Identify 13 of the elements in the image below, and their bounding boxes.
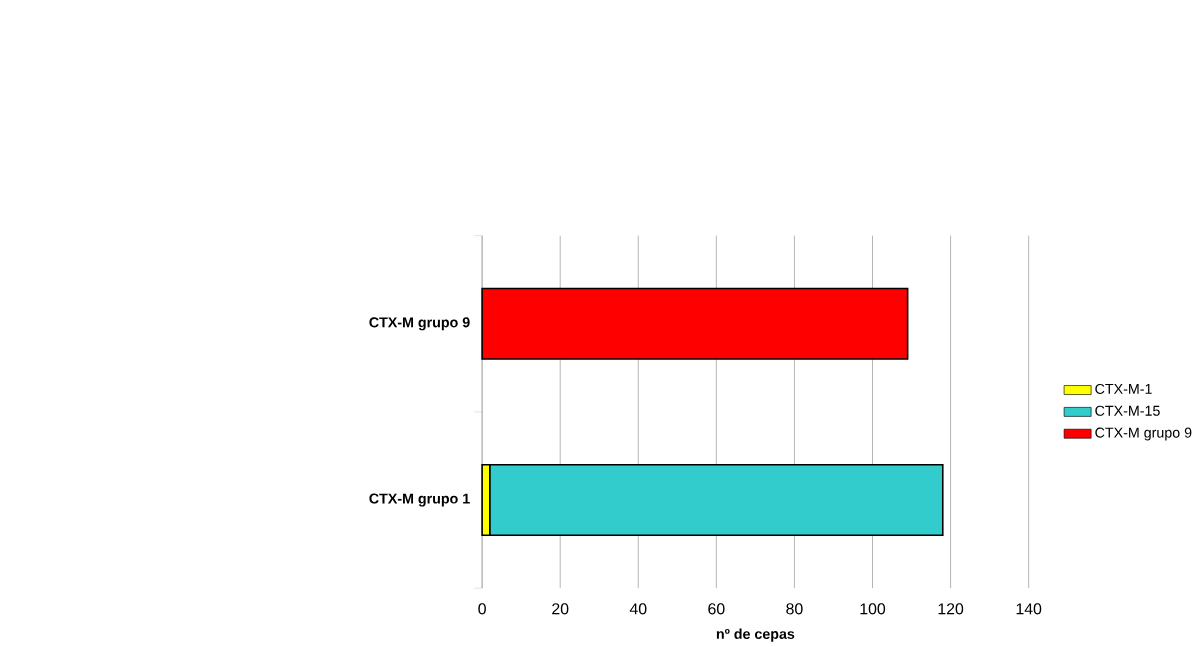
x-tick-label: 120: [938, 603, 964, 615]
legend-label: CTX-M-15: [1095, 405, 1160, 416]
y-tick-label: CTX-M grupo 1: [369, 493, 470, 507]
x-tick-label: 0: [478, 603, 486, 615]
legend-label: CTX-M grupo 9: [1095, 427, 1192, 441]
x-tick-label: 80: [786, 603, 803, 615]
x-tick-label: 40: [629, 603, 647, 615]
x-tick-label: 100: [860, 603, 886, 615]
x-axis-title: nº de cepas: [716, 628, 795, 642]
x-tick-label: 20: [552, 603, 569, 615]
x-tick-label: 60: [708, 603, 725, 615]
legend-label: CTX-M-1: [1095, 383, 1152, 394]
x-tick-label: 140: [1016, 603, 1042, 615]
